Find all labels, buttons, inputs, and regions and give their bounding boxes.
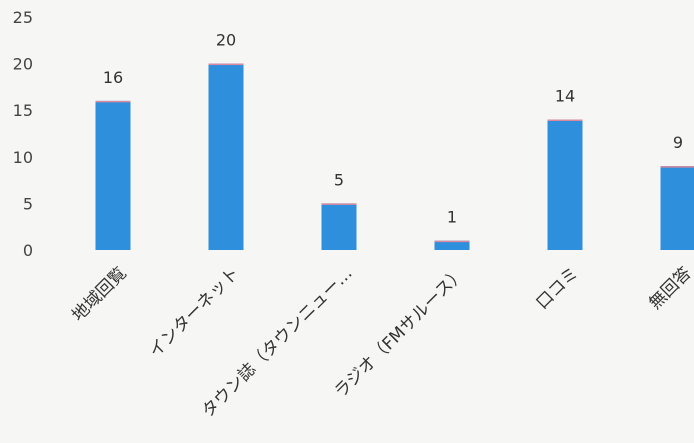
data-label: 20	[216, 31, 236, 50]
x-tick-label: 無回答	[645, 263, 694, 313]
bar-top-edge	[660, 166, 694, 168]
bar	[660, 166, 694, 250]
bar-top-edge	[547, 119, 583, 122]
data-label: 16	[103, 68, 123, 87]
x-tick-label: 地域回覧	[68, 263, 130, 325]
bar	[208, 63, 244, 250]
y-tick-label: 5	[23, 194, 33, 213]
x-tick-label: ラジオ（FMサルース）	[331, 263, 470, 402]
y-tick-label: 0	[23, 241, 33, 260]
y-tick-label: 25	[13, 8, 33, 27]
bar-top-edge	[208, 63, 244, 66]
bar-top-edge	[95, 100, 131, 103]
bar-top-edge	[434, 240, 470, 243]
bar	[95, 100, 131, 250]
y-tick-label: 15	[13, 101, 33, 120]
data-label: 5	[334, 170, 344, 189]
y-tick-label: 20	[13, 55, 33, 74]
y-tick-label: 10	[13, 148, 33, 167]
bar	[547, 119, 583, 251]
bar	[434, 240, 470, 250]
data-label: 14	[555, 87, 575, 106]
x-tick-label: 口コミ	[532, 263, 582, 313]
x-tick-label: インターネット	[145, 263, 243, 361]
bar	[321, 203, 357, 250]
y-axis: 0 5 10 15 20 25	[13, 8, 33, 260]
bars	[95, 63, 694, 251]
data-label: 1	[447, 208, 457, 227]
data-labels: 16 20 5 1 14 9	[103, 31, 683, 227]
bar-top-edge	[321, 203, 357, 205]
data-label: 9	[673, 133, 683, 152]
